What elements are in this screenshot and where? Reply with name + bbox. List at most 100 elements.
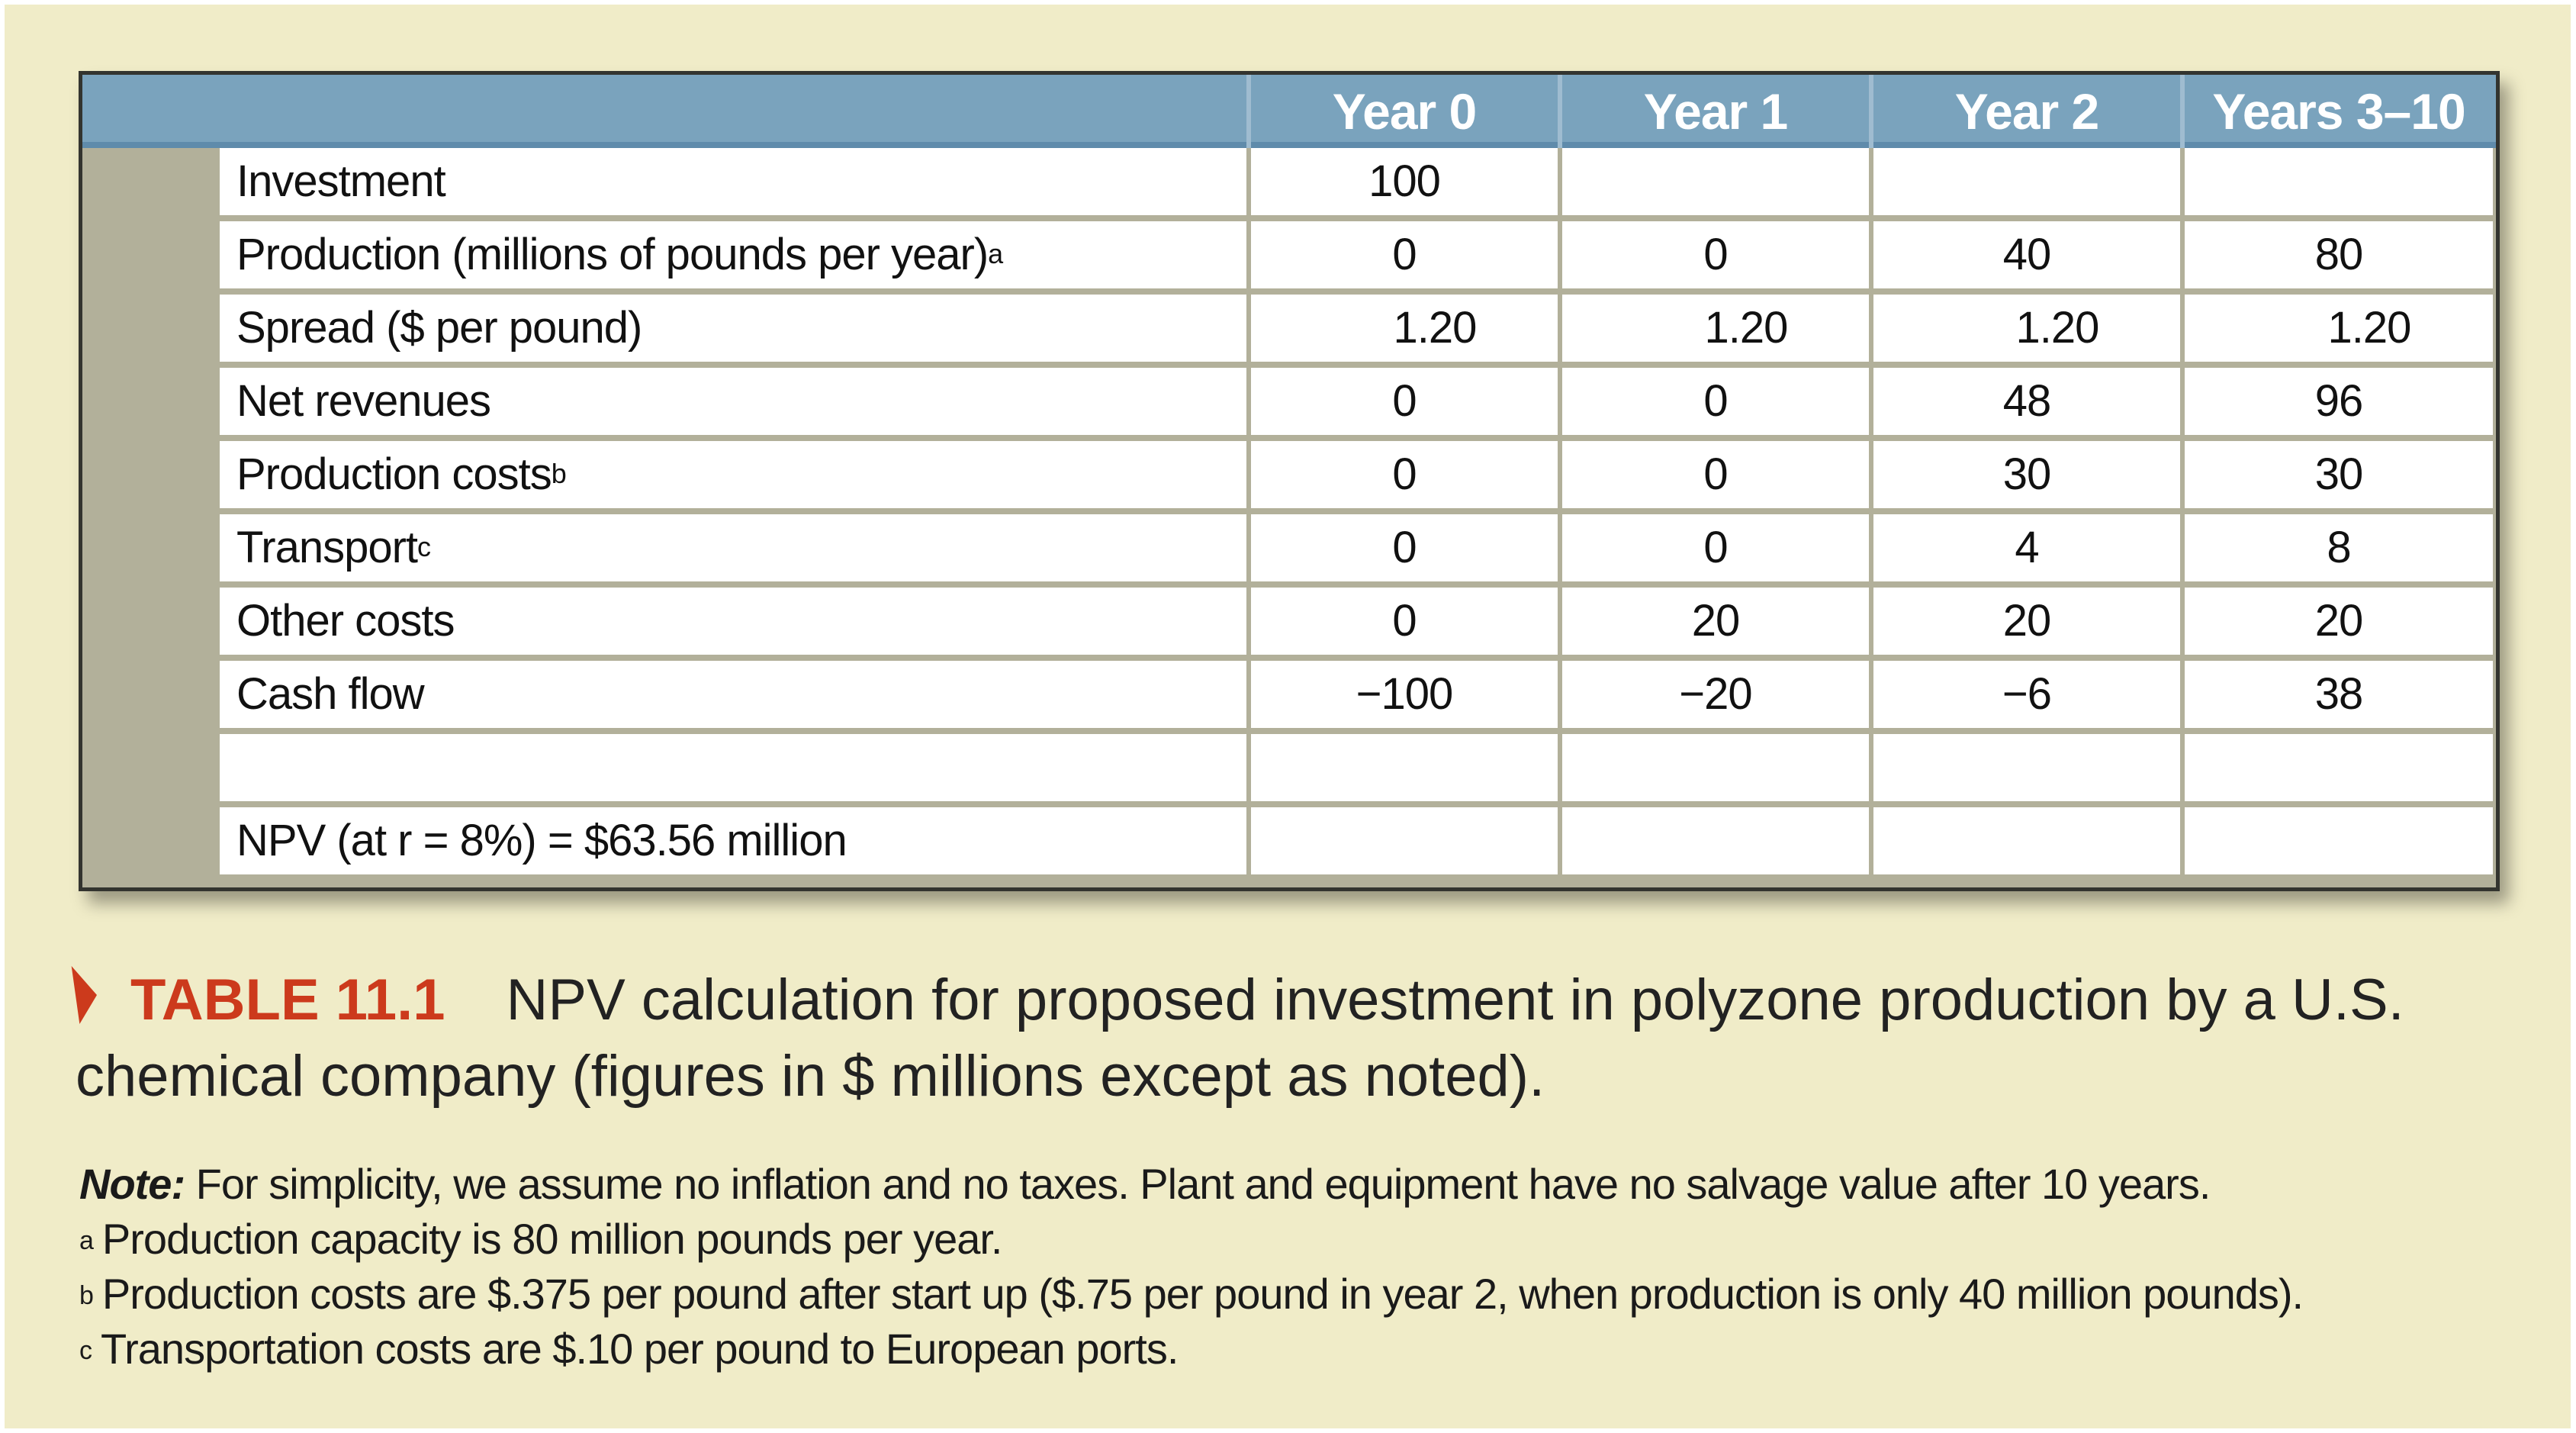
cell-value: −100 — [1356, 669, 1454, 719]
table-cell: 30 — [1873, 441, 2180, 508]
table-cell: 0 — [1251, 441, 1558, 508]
row-label-text: Transport — [236, 523, 418, 572]
footnote-mark: a — [988, 238, 1003, 269]
table-cell: −20 — [1562, 661, 1869, 728]
table-cell: 1.20 — [1251, 295, 1558, 362]
table-cell: 0 — [1562, 221, 1869, 288]
cell-value: 1.20 — [2327, 303, 2412, 353]
row-label-text: Other costs — [236, 596, 455, 646]
cell-value: 0 — [1703, 230, 1728, 279]
cell-value: 4 — [2015, 523, 2039, 572]
footnote-c: c Transportation costs are $.10 per pound… — [79, 1322, 2520, 1377]
table-cell: 30 — [2185, 441, 2493, 508]
table-cell: 96 — [2185, 368, 2493, 435]
row-label: Spread ($ per pound) — [220, 295, 1246, 362]
row-label-text: NPV (at r = 8%) = $63.56 million — [236, 816, 847, 865]
note-text: For simplicity, we assume no inflation a… — [195, 1160, 2211, 1208]
table-cell: 0 — [1562, 368, 1869, 435]
table-cell — [2185, 148, 2493, 215]
table-header: Year 0 Year 1 Year 2 Years 3–10 — [82, 75, 2496, 148]
footnote-mark: c — [417, 531, 431, 562]
row-label: Cash flow — [220, 661, 1246, 728]
table-cell: 38 — [2185, 661, 2493, 728]
table-cell: 0 — [1562, 441, 1869, 508]
footnote-b: b Production costs are $.375 per pound af… — [79, 1267, 2520, 1322]
row-label-text: Spread ($ per pound) — [236, 303, 642, 353]
cell-value: 30 — [2314, 449, 2364, 499]
cell-value: 0 — [1392, 523, 1417, 572]
cell-value: 8 — [2327, 523, 2351, 572]
column-header — [220, 75, 1246, 148]
table-cell — [1873, 148, 2180, 215]
table-cell: 20 — [1562, 588, 1869, 655]
cell-value: 1.20 — [1393, 303, 1478, 353]
table-number: TABLE 11.1 — [130, 968, 445, 1032]
cell-value: 0 — [1392, 376, 1417, 426]
note-head: Note: — [79, 1160, 185, 1208]
table-cell: 1.20 — [1562, 295, 1869, 362]
footnote-mark: c — [79, 1336, 92, 1365]
caption-text: NPV calculation for proposed investment … — [76, 968, 2404, 1109]
row-label-text: Production costs — [236, 449, 552, 499]
row-label — [220, 734, 1246, 801]
cell-value: −20 — [1679, 669, 1752, 719]
column-header: Years 3–10 — [2212, 83, 2465, 140]
row-label-text: Cash flow — [236, 669, 425, 719]
cell-value: 80 — [2314, 230, 2364, 279]
cell-value: 40 — [2002, 230, 2052, 279]
footnote-text: Transportation costs are $.10 per pound … — [101, 1325, 1179, 1373]
table-cell: 1.20 — [2185, 295, 2493, 362]
row-label: Net revenues — [220, 368, 1246, 435]
table-cell: 40 — [1873, 221, 2180, 288]
cell-value: 20 — [2314, 596, 2364, 646]
header-separator — [1246, 75, 1251, 148]
row-label: NPV (at r = 8%) = $63.56 million — [220, 807, 1246, 874]
cell-value: 1.20 — [2015, 303, 2100, 353]
footnote-mark: a — [79, 1226, 94, 1255]
table-cell — [2185, 734, 2493, 801]
cell-value: 0 — [1703, 376, 1728, 426]
row-label-text: Production (millions of pounds per year) — [236, 230, 989, 279]
cell-value: 0 — [1392, 596, 1417, 646]
table-cell — [1251, 734, 1558, 801]
table-cell: 20 — [1873, 588, 2180, 655]
table-cell — [1562, 734, 1869, 801]
table-cell: 0 — [1251, 221, 1558, 288]
cell-value: 1.20 — [1704, 303, 1789, 353]
cell-value: 0 — [1392, 449, 1417, 499]
column-header: Year 1 — [1643, 83, 1789, 140]
table-cell — [1873, 734, 2180, 801]
table-cell: −100 — [1251, 661, 1558, 728]
table-cell: 1.20 — [1873, 295, 2180, 362]
cell-value: 0 — [1703, 449, 1728, 499]
cell-value: 48 — [2002, 376, 2052, 426]
row-label: Investment — [220, 148, 1246, 215]
header-separator — [2180, 75, 2185, 148]
table-cell — [1562, 807, 1869, 874]
table-caption: TABLE 11.1 NPV calculation for proposed i… — [71, 962, 2501, 1115]
table-cell — [1562, 148, 1869, 215]
table-cell: 0 — [1251, 514, 1558, 581]
table-cell: 80 — [2185, 221, 2493, 288]
table-notes: Note: For simplicity, we assume no infla… — [79, 1157, 2520, 1377]
header-separator — [1558, 75, 1562, 148]
column-header: Year 2 — [1954, 83, 2100, 140]
footnote-a: a Production capacity is 80 million pound… — [79, 1212, 2520, 1267]
chevron-right-icon — [71, 966, 101, 1024]
table-cell: 0 — [1562, 514, 1869, 581]
row-label: Production (millions of pounds per year)… — [220, 221, 1246, 288]
table-cell — [2185, 807, 2493, 874]
npv-table: Year 0 Year 1 Year 2 Years 3–10 Investment 1… — [79, 71, 2500, 891]
footnote-mark: b — [551, 458, 567, 489]
table-cell — [1251, 807, 1558, 874]
table-cell: 100 — [1251, 148, 1558, 215]
cell-value: 20 — [2002, 596, 2052, 646]
page-panel: Year 0 Year 1 Year 2 Years 3–10 Investment 1… — [5, 5, 2571, 1428]
cell-value: 0 — [1392, 230, 1417, 279]
cell-value: −6 — [2002, 669, 2052, 719]
table-cell: 4 — [1873, 514, 2180, 581]
row-label: Production costsb — [220, 441, 1246, 508]
footnote-text: Production capacity is 80 million pounds… — [101, 1215, 1003, 1263]
cell-value: 0 — [1703, 523, 1728, 572]
row-label-text: Net revenues — [236, 376, 491, 426]
